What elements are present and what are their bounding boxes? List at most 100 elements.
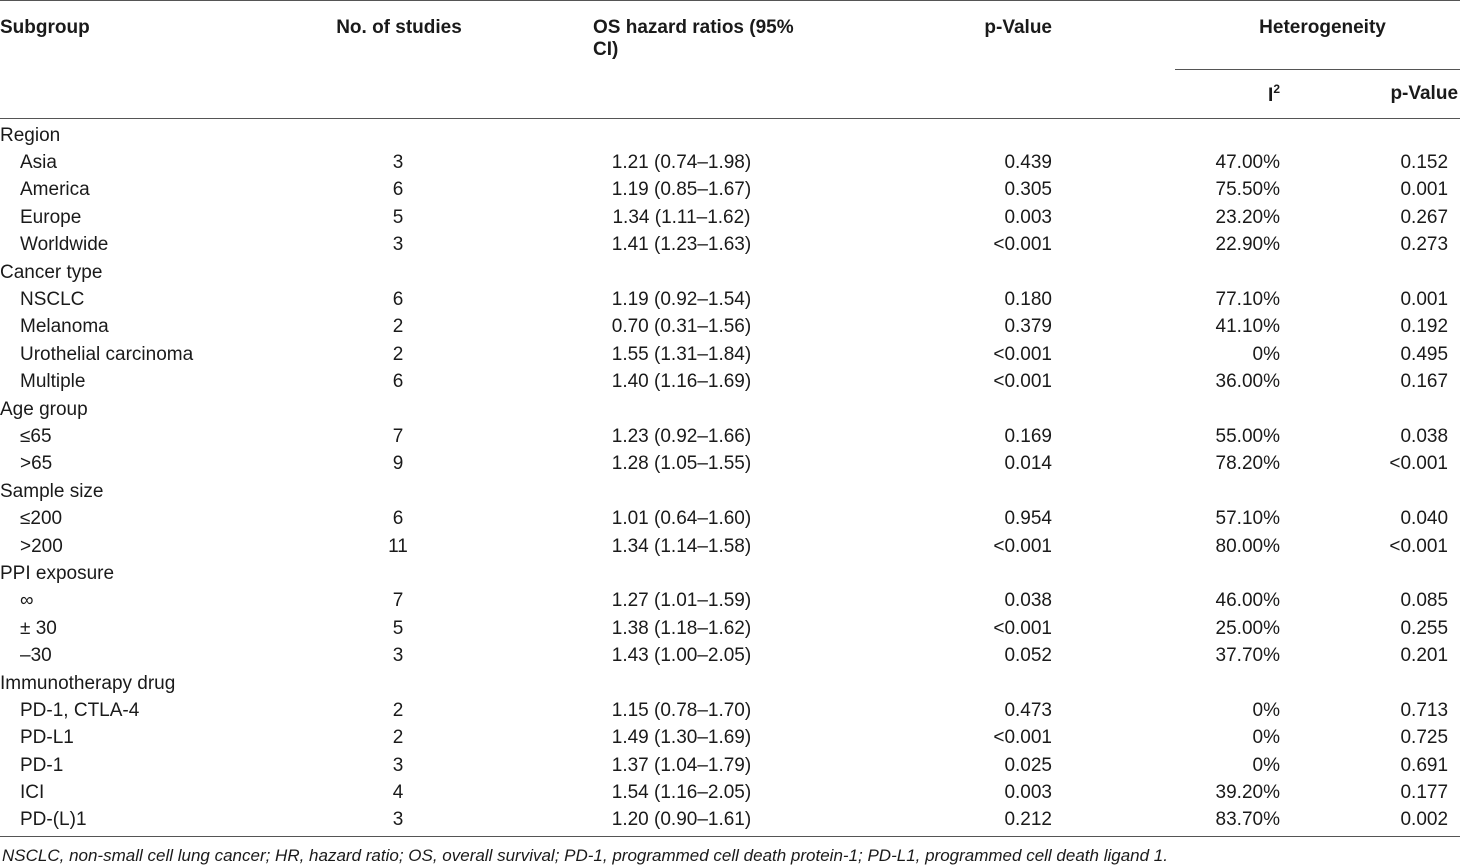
- hazard-ratio-cell: 1.54 (1.16–2.05): [611, 782, 752, 804]
- i2-cell: 39.20%: [1215, 782, 1280, 804]
- table-row: America 6 1.19 (0.85–1.67) 0.305 75.50% 0.001: [0, 177, 1460, 204]
- table-row: Europe 5 1.34 (1.11–1.62) 0.003 23.20% 0.267: [0, 204, 1460, 231]
- group-row: Age group: [0, 396, 1460, 423]
- group-row: PPI exposure: [0, 560, 1460, 587]
- header-pvalue: p-Value: [820, 0, 1175, 119]
- hazard-ratio-cell: 1.19 (0.85–1.67): [611, 179, 752, 201]
- subgroup-cell: ∞: [20, 590, 34, 612]
- studies-cell: 6: [392, 371, 404, 393]
- subgroup-cell: PD-(L)1: [20, 809, 87, 831]
- subgroup-cell: Multiple: [20, 371, 86, 393]
- pvalue-cell: 0.052: [1004, 645, 1052, 667]
- pvalue-cell: 0.038: [1004, 590, 1052, 612]
- header-heterogeneity: Heterogeneity: [1175, 0, 1460, 70]
- hazard-ratio-cell: 0.70 (0.31–1.56): [611, 316, 752, 338]
- i2-cell: 25.00%: [1215, 617, 1280, 639]
- i2-cell: 0%: [1252, 754, 1280, 776]
- subgroup-cell: ≤65: [20, 425, 52, 447]
- heterogeneity-pvalue-cell: 0.691: [1400, 754, 1449, 776]
- studies-cell: 5: [392, 206, 404, 228]
- i2-cell: 47.00%: [1215, 152, 1280, 174]
- heterogeneity-pvalue-cell: <0.001: [1389, 535, 1449, 557]
- heterogeneity-pvalue-cell: 0.192: [1400, 316, 1449, 338]
- pvalue-cell: 0.169: [1004, 425, 1052, 447]
- table-footnote: NSCLC, non-small cell lung cancer; HR, h…: [2, 846, 1168, 865]
- heterogeneity-pvalue-cell: 0.001: [1400, 289, 1449, 311]
- group-label: Cancer type: [0, 261, 103, 283]
- pvalue-cell: <0.001: [993, 343, 1052, 365]
- subgroup-cell: ICI: [20, 782, 45, 804]
- subgroup-cell: ≤200: [20, 508, 63, 530]
- hazard-ratio-cell: 1.19 (0.92–1.54): [611, 289, 752, 311]
- subgroup-cell: PD-1: [20, 754, 64, 776]
- table-row: >65 9 1.28 (1.05–1.55) 0.014 78.20% <0.001: [0, 451, 1460, 478]
- pvalue-cell: 0.180: [1004, 289, 1052, 311]
- subgroup-cell: >65: [20, 453, 53, 475]
- studies-cell: 3: [392, 645, 404, 667]
- table-row: PD-L1 2 1.49 (1.30–1.69) <0.001 0% 0.725: [0, 725, 1460, 752]
- subgroup-cell: >200: [20, 535, 63, 557]
- hazard-ratio-cell: 1.37 (1.04–1.79): [611, 754, 752, 776]
- heterogeneity-pvalue-cell: 0.040: [1400, 508, 1449, 530]
- heterogeneity-pvalue-cell: 0.152: [1400, 152, 1449, 174]
- subgroup-cell: Europe: [20, 206, 82, 228]
- i2-cell: 37.70%: [1215, 645, 1280, 667]
- heterogeneity-pvalue-cell: 0.267: [1400, 206, 1449, 228]
- pvalue-cell: <0.001: [993, 617, 1052, 639]
- hazard-ratio-cell: 1.43 (1.00–2.05): [611, 645, 752, 667]
- i2-cell: 83.70%: [1215, 809, 1280, 831]
- hazard-ratio-cell: 1.34 (1.14–1.58): [611, 535, 752, 557]
- studies-cell: 9: [392, 453, 404, 475]
- table-row: ≤200 6 1.01 (0.64–1.60) 0.954 57.10% 0.040: [0, 505, 1460, 532]
- hazard-ratio-cell: 1.28 (1.05–1.55): [611, 453, 752, 475]
- i2-cell: 57.10%: [1215, 508, 1280, 530]
- table-row: –30 3 1.43 (1.00–2.05) 0.052 37.70% 0.201: [0, 642, 1460, 669]
- table-row: >200 11 1.34 (1.14–1.58) <0.001 80.00% <0.001: [0, 533, 1460, 560]
- studies-cell: 7: [392, 590, 404, 612]
- subgroup-cell: PD-L1: [20, 727, 74, 749]
- i2-cell: 0%: [1252, 727, 1280, 749]
- studies-cell: 2: [392, 699, 404, 721]
- footnote-divider: [0, 836, 1460, 837]
- header-hazard-ratio: OS hazard ratios (95% CI): [513, 0, 820, 119]
- studies-cell: 3: [392, 152, 404, 174]
- studies-cell: 2: [392, 316, 404, 338]
- group-row: Cancer type: [0, 259, 1460, 286]
- hazard-ratio-cell: 1.15 (0.78–1.70): [611, 699, 752, 721]
- i2-cell: 0%: [1252, 699, 1280, 721]
- header-i2-base: I: [1268, 84, 1274, 106]
- table-row: PD-1 3 1.37 (1.04–1.79) 0.025 0% 0.691: [0, 752, 1460, 779]
- pvalue-cell: 0.014: [1004, 453, 1052, 475]
- table-row: ICI 4 1.54 (1.16–2.05) 0.003 39.20% 0.177: [0, 779, 1460, 806]
- pvalue-cell: 0.954: [1004, 508, 1052, 530]
- table-body: Region Asia 3 1.21 (0.74–1.98) 0.439 47.00% 0.…: [0, 119, 1460, 835]
- pvalue-cell: 0.439: [1004, 152, 1052, 174]
- heterogeneity-pvalue-cell: 0.167: [1400, 371, 1449, 393]
- i2-cell: 36.00%: [1215, 371, 1280, 393]
- hazard-ratio-cell: 1.55 (1.31–1.84): [611, 343, 752, 365]
- pvalue-cell: <0.001: [993, 371, 1052, 393]
- heterogeneity-pvalue-cell: 0.255: [1400, 617, 1449, 639]
- subgroup-cell: Melanoma: [20, 316, 109, 338]
- hazard-ratio-cell: 1.23 (0.92–1.66): [611, 425, 752, 447]
- header-subgroup: Subgroup: [0, 0, 283, 119]
- hazard-ratio-cell: 1.20 (0.90–1.61): [611, 809, 752, 831]
- heterogeneity-pvalue-cell: 0.495: [1400, 343, 1449, 365]
- subgroup-cell: Urothelial carcinoma: [20, 343, 194, 365]
- subgroup-analysis-table: Subgroup No. of studies OS hazard ratios…: [0, 0, 1460, 835]
- header-studies: No. of studies: [283, 0, 513, 119]
- subgroup-cell: PD-1, CTLA-4: [20, 699, 140, 721]
- heterogeneity-pvalue-cell: 0.725: [1400, 727, 1449, 749]
- hazard-ratio-cell: 1.01 (0.64–1.60): [611, 508, 752, 530]
- group-label: Sample size: [0, 480, 104, 502]
- studies-cell: 6: [392, 179, 404, 201]
- hazard-ratio-cell: 1.41 (1.23–1.63): [611, 234, 752, 256]
- subgroup-cell: Asia: [20, 152, 57, 174]
- header-i2-superscript: 2: [1273, 81, 1280, 96]
- i2-cell: 75.50%: [1215, 179, 1280, 201]
- table-row: Multiple 6 1.40 (1.16–1.69) <0.001 36.00% 0.1…: [0, 369, 1460, 396]
- heterogeneity-pvalue-cell: 0.038: [1400, 425, 1449, 447]
- studies-cell: 2: [392, 727, 404, 749]
- hazard-ratio-cell: 1.27 (1.01–1.59): [611, 590, 752, 612]
- table-row: ∞ 7 1.27 (1.01–1.59) 0.038 46.00% 0.085: [0, 588, 1460, 615]
